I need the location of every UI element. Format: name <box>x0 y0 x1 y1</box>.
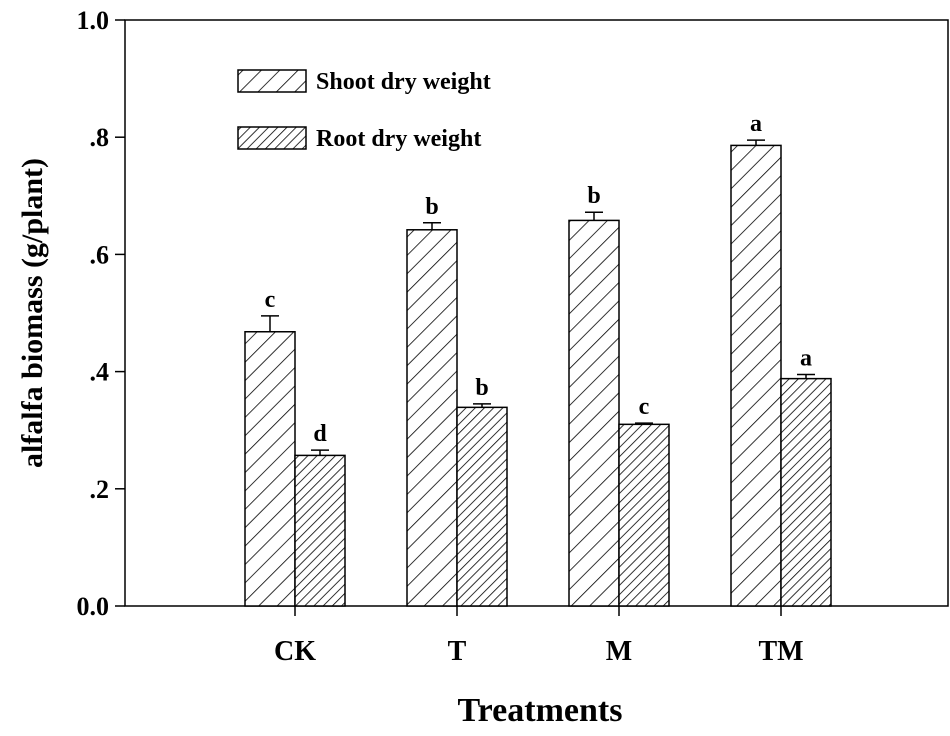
y-tick-label: .8 <box>90 123 110 152</box>
bars: c d b b b c a a <box>244 111 832 607</box>
y-axis: 0.0 .2 .4 .6 .8 1.0 <box>77 6 125 621</box>
legend: Shoot dry weight Root dry weight <box>237 69 491 152</box>
y-tick-label: .6 <box>90 240 110 269</box>
significance-letter: b <box>475 375 488 401</box>
legend-label: Root dry weight <box>316 126 481 152</box>
bar <box>780 377 832 607</box>
x-tick-label: CK <box>274 636 316 667</box>
significance-letter: a <box>800 346 812 372</box>
y-tick-label: .4 <box>90 358 110 387</box>
x-tick-label: TM <box>758 636 803 667</box>
significance-letter: c <box>639 394 650 420</box>
plot-frame <box>124 19 949 607</box>
bar <box>568 219 620 607</box>
legend-swatch <box>237 69 307 93</box>
y-axis-label: alfalfa biomass (g/plant) <box>16 158 49 468</box>
y-tick-label: 0.0 <box>77 592 110 621</box>
legend-label: Shoot dry weight <box>316 69 491 95</box>
significance-letter: d <box>313 421 327 447</box>
significance-letter: b <box>587 183 600 209</box>
bar <box>730 144 782 607</box>
bar <box>244 331 296 607</box>
x-axis-label: Treatments <box>458 692 623 729</box>
x-tick-label: M <box>606 636 632 667</box>
significance-letter: c <box>265 287 276 313</box>
bar <box>294 454 346 607</box>
x-tick-label: T <box>448 636 467 667</box>
significance-letter: a <box>750 111 762 137</box>
x-axis: CK T M TM <box>274 606 804 667</box>
significance-letter: b <box>425 194 438 220</box>
bar <box>618 423 670 607</box>
bar <box>456 406 508 607</box>
y-tick-label: 1.0 <box>77 6 110 35</box>
bar <box>406 229 458 607</box>
legend-swatch <box>237 126 307 150</box>
y-tick-label: .2 <box>90 475 110 504</box>
